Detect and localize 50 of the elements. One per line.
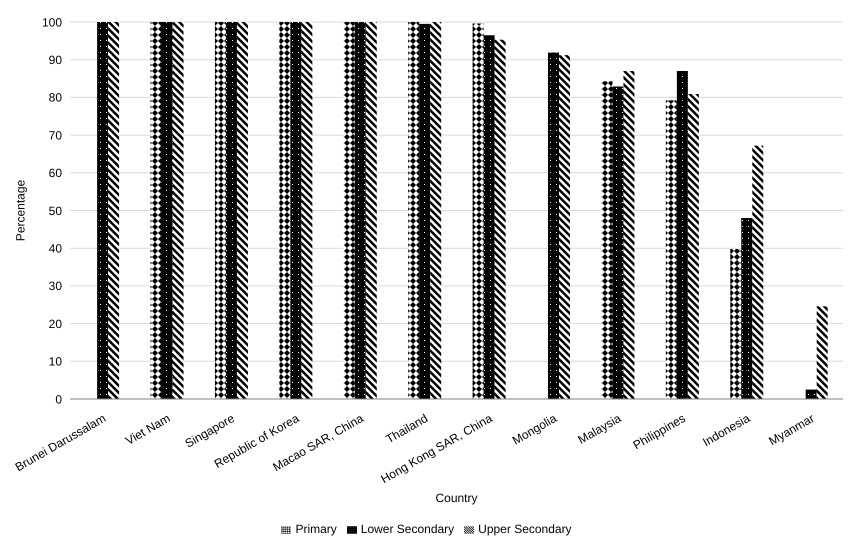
bar (676, 71, 688, 399)
legend-label: Primary (295, 522, 337, 536)
y-tick-label: 70 (48, 128, 62, 142)
y-tick-label: 90 (48, 52, 62, 67)
y-tick-label: 50 (48, 204, 62, 218)
y-axis-title: Percentage (13, 179, 28, 242)
legend-label: Upper Secondary (478, 522, 572, 536)
bar (214, 22, 226, 399)
y-tick-label: 80 (48, 90, 62, 105)
bar (344, 22, 355, 399)
bar (806, 390, 817, 399)
bar (472, 24, 484, 399)
bar (290, 22, 302, 399)
bar (494, 40, 506, 399)
bar (150, 22, 162, 399)
bar (108, 22, 120, 399)
bar (666, 100, 677, 399)
bar (601, 81, 612, 399)
x-axis-title: Country (435, 491, 478, 505)
bar (301, 22, 312, 399)
y-tick-label: 20 (48, 316, 62, 331)
bar (752, 146, 764, 399)
y-tick-label: 100 (42, 15, 62, 30)
y-tick-label: 40 (48, 241, 62, 256)
bar (419, 24, 430, 399)
bar (730, 248, 742, 399)
bar (162, 22, 173, 399)
bar (354, 22, 366, 399)
legend-label: Lower Secondary (360, 522, 454, 536)
bar (688, 94, 699, 399)
bar (366, 22, 377, 399)
bar (279, 22, 290, 399)
bar (816, 306, 828, 399)
bar (559, 55, 570, 399)
bar (226, 22, 237, 399)
x-tick-label: Viet Nam (122, 411, 173, 448)
bar (430, 22, 442, 399)
bar (623, 71, 634, 399)
bar (612, 86, 624, 399)
y-tick-label: 60 (48, 166, 62, 180)
bar (548, 52, 560, 399)
bar (236, 22, 248, 399)
y-tick-label: 0 (55, 392, 62, 406)
y-tick-label: 10 (48, 354, 62, 369)
y-tick-label: 30 (48, 279, 62, 294)
bar (741, 218, 752, 399)
bar (172, 22, 184, 399)
bar (97, 22, 108, 399)
bar (408, 22, 420, 399)
bar (484, 35, 495, 399)
